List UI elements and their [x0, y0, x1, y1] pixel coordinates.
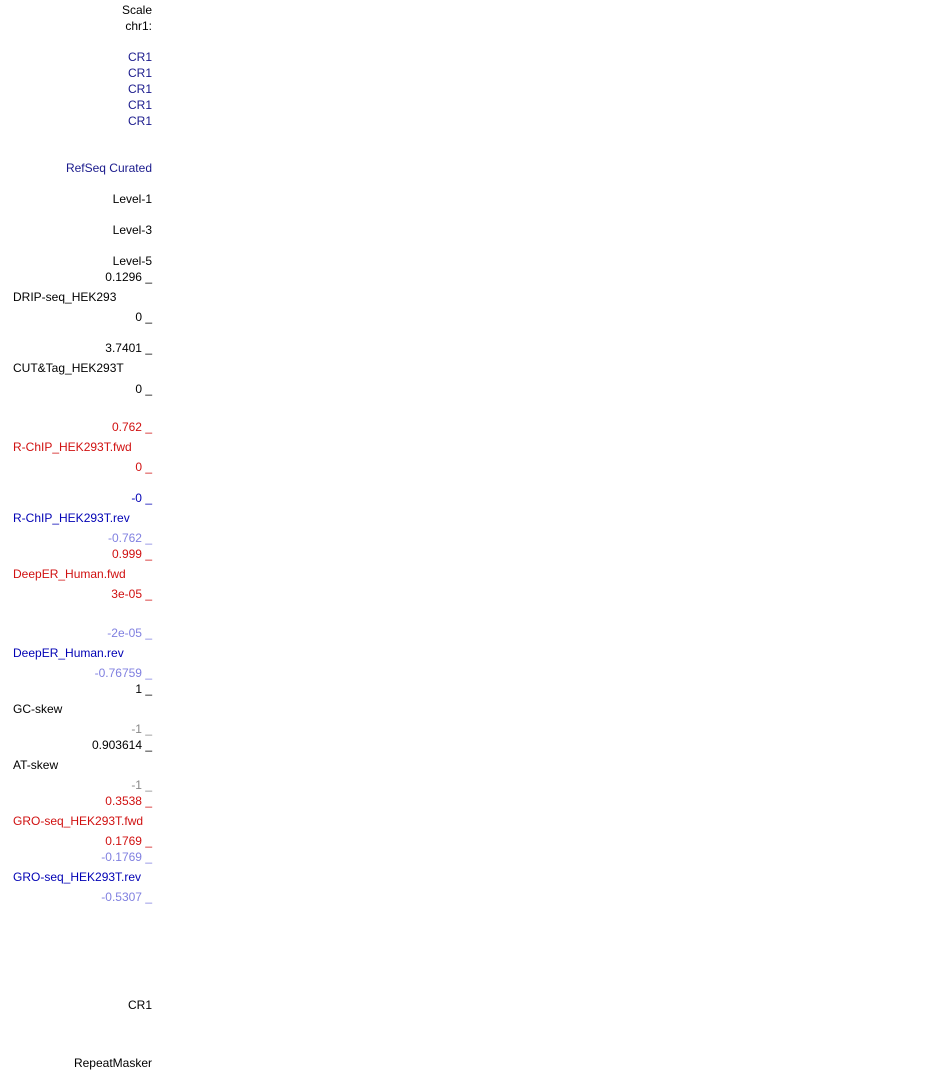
track-label[interactable]: 0.903614 _: [91, 738, 152, 752]
track-label[interactable]: CR1: [127, 82, 152, 96]
track-label[interactable]: chr1:: [125, 19, 152, 33]
track-name[interactable]: GRO-seq_HEK293T.rev: [13, 870, 142, 884]
track-label[interactable]: 0 _: [135, 460, 152, 474]
track-label[interactable]: -0 _: [131, 491, 152, 505]
track-label[interactable]: 3e-05 _: [111, 587, 152, 601]
track-label[interactable]: 0.999 _: [111, 547, 152, 561]
track-label[interactable]: CR1: [127, 998, 152, 1012]
track-label[interactable]: 0.1769 _: [105, 834, 152, 848]
track-label[interactable]: -0.76759 _: [94, 666, 152, 680]
track-label[interactable]: CR1: [127, 66, 152, 80]
track-label[interactable]: CR1: [127, 98, 152, 112]
track-name[interactable]: CUT&Tag_HEK293T: [13, 361, 124, 375]
track-label[interactable]: Level-1: [112, 192, 152, 206]
track-name[interactable]: GRO-seq_HEK293T.fwd: [13, 814, 144, 828]
track-label[interactable]: Level-3: [112, 223, 152, 237]
track-name[interactable]: R-ChIP_HEK293T.rev: [13, 511, 130, 525]
track-label[interactable]: -0.762 _: [107, 531, 152, 545]
track-label[interactable]: -0.5307 _: [101, 890, 152, 904]
track-label[interactable]: Scale: [121, 3, 152, 17]
track-label[interactable]: RefSeq Curated: [65, 161, 152, 175]
track-name[interactable]: DRIP-seq_HEK293: [13, 290, 117, 304]
track-label[interactable]: 0.1296 _: [105, 270, 152, 284]
track-label[interactable]: RepeatMasker: [73, 1056, 152, 1070]
track-label[interactable]: Level-5: [112, 254, 152, 268]
track-name[interactable]: DeepER_Human.rev: [13, 646, 124, 660]
track-label[interactable]: 3.7401 _: [105, 341, 152, 355]
track-label[interactable]: 0.3538 _: [105, 794, 152, 808]
track-label[interactable]: CR1: [127, 50, 152, 64]
track-label[interactable]: 1 _: [135, 682, 152, 696]
track-label[interactable]: -1 _: [131, 722, 152, 736]
track-label[interactable]: 0.762 _: [111, 420, 152, 434]
track-name[interactable]: AT-skew: [13, 758, 59, 772]
track-label[interactable]: -2e-05 _: [107, 626, 152, 640]
track-label[interactable]: 0 _: [135, 382, 152, 396]
track-name[interactable]: R-ChIP_HEK293T.fwd: [13, 440, 132, 454]
track-name[interactable]: DeepER_Human.fwd: [13, 567, 126, 581]
track-label[interactable]: -1 _: [131, 778, 152, 792]
track-label[interactable]: 0 _: [135, 310, 152, 324]
track-label[interactable]: CR1: [127, 114, 152, 128]
track-name[interactable]: GC-skew: [13, 702, 63, 716]
track-label[interactable]: -0.1769 _: [101, 850, 152, 864]
